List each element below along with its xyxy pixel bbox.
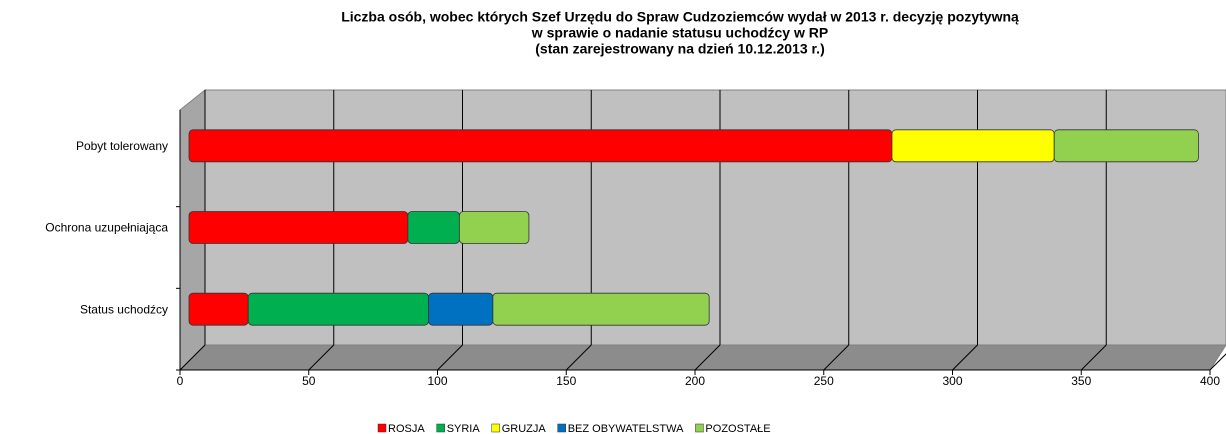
x-tick-label: 150 bbox=[556, 374, 576, 388]
x-tick-label: 50 bbox=[302, 374, 316, 388]
floor-grid-line bbox=[694, 344, 721, 371]
bar-segment bbox=[458, 211, 530, 244]
chart-title: w sprawie o nadanie statusu uchodźcy w R… bbox=[531, 25, 828, 41]
x-tick-label: 350 bbox=[1071, 374, 1091, 388]
legend-label: BEZ OBYWATELSTWA bbox=[568, 423, 684, 434]
bar-segment bbox=[247, 292, 429, 326]
floor-grid-line bbox=[565, 344, 592, 371]
legend-label: POZOSTAŁE bbox=[705, 423, 770, 434]
floor-grid-line bbox=[437, 344, 463, 371]
floor-grid-line bbox=[823, 344, 850, 371]
bar-segment bbox=[1053, 129, 1199, 163]
floor-grid-line bbox=[1080, 344, 1107, 371]
bar-segment bbox=[492, 292, 710, 326]
legend-swatch bbox=[695, 423, 704, 433]
floor-grid-line bbox=[308, 344, 335, 371]
legend-label: SYRIA bbox=[447, 423, 481, 434]
x-tick-label: 250 bbox=[814, 374, 834, 388]
legend-swatch bbox=[557, 423, 566, 433]
x-tick-label: 300 bbox=[942, 374, 962, 388]
floor-grid-line bbox=[179, 344, 206, 371]
chart-title: (stan zarejestrowany na dzień 10.12.2013… bbox=[535, 41, 824, 57]
x-tick-label: 200 bbox=[685, 374, 705, 388]
y-tick-label: Ochrona uzupełniająca bbox=[45, 221, 168, 235]
y-tick-label: Status uchodźcy bbox=[80, 302, 168, 316]
y-tick-label: Pobyt tolerowany bbox=[76, 139, 168, 153]
bar-segment bbox=[188, 129, 893, 163]
legend-label: GRUZJA bbox=[502, 423, 547, 434]
legend-label: ROSJA bbox=[388, 423, 425, 434]
x-tick-label: 0 bbox=[177, 374, 184, 388]
bar-segment bbox=[188, 211, 409, 244]
legend-swatch bbox=[491, 423, 500, 433]
x-tick-label: 400 bbox=[1200, 374, 1220, 388]
x-tick-label: 100 bbox=[427, 374, 447, 388]
legend-swatch bbox=[436, 423, 445, 433]
floor bbox=[178, 344, 1226, 371]
bar-segment bbox=[407, 211, 460, 244]
chart-title: Liczba osób, wobec których Szef Urzędu d… bbox=[341, 9, 1019, 25]
bar-segment bbox=[428, 292, 494, 326]
floor-grid-line bbox=[1209, 353, 1226, 371]
floor-grid-line bbox=[952, 344, 978, 371]
bar-segment bbox=[891, 129, 1055, 163]
legend-swatch bbox=[377, 423, 387, 433]
bar-segment bbox=[188, 292, 249, 326]
